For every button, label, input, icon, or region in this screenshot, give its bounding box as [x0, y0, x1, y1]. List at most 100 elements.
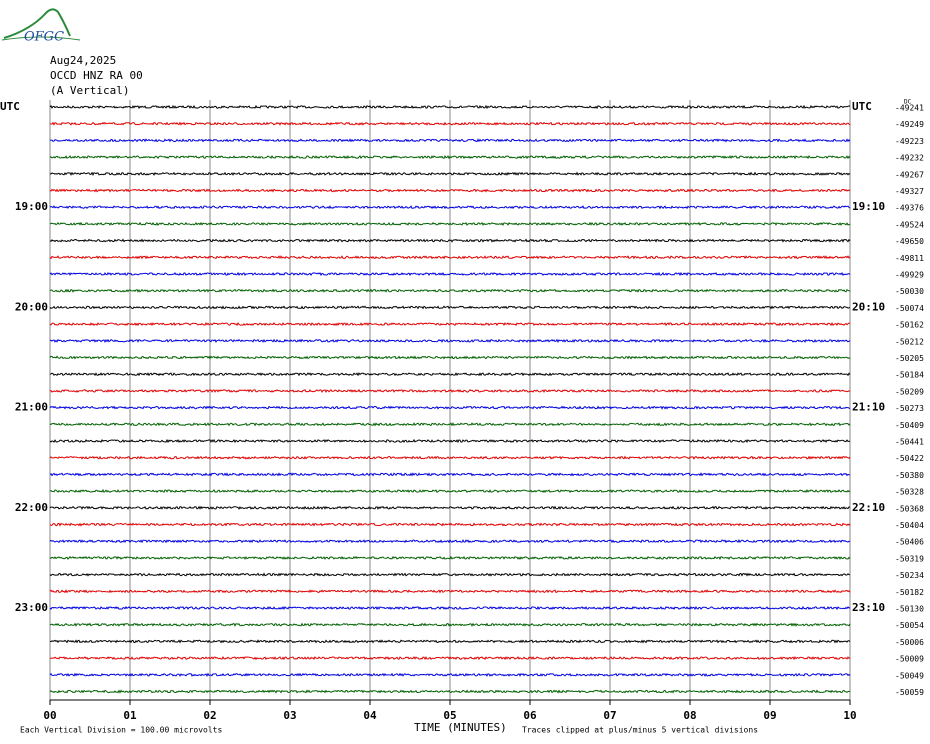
right-time-label: 23:10: [852, 601, 885, 614]
offset-label: -50184: [895, 371, 924, 380]
trace: [49, 622, 851, 627]
trace: [49, 138, 851, 143]
x-tick-label: 07: [603, 709, 616, 722]
trace: [49, 672, 851, 677]
right-time-label: 20:10: [852, 300, 885, 313]
offset-label: -50209: [895, 387, 924, 396]
x-tick-label: 09: [763, 709, 776, 722]
right-time-label: 19:10: [852, 200, 885, 213]
labels: 00 01 02 03 04 05 06 07 08 09 10 UTC UTC -49241 -49249…: [0, 100, 924, 722]
right-time-label: 21:10: [852, 401, 885, 414]
offset-label: -50441: [895, 438, 924, 447]
trace: [49, 505, 851, 510]
trace: [49, 288, 851, 293]
offset-label: -50234: [895, 571, 924, 580]
footer-clip: Traces clipped at plus/minus 5 vertical …: [522, 726, 758, 735]
offset-label: -50074: [895, 304, 924, 313]
left-time-label: 21:00: [15, 401, 48, 414]
x-tick-label: 04: [363, 709, 377, 722]
offset-label: -49376: [895, 204, 924, 213]
offset-label: -50328: [895, 488, 924, 497]
trace: [49, 221, 851, 227]
x-tick-label: 01: [123, 709, 137, 722]
trace: [49, 589, 851, 594]
trace: [49, 338, 851, 343]
offset-label: -50130: [895, 605, 924, 614]
trace: [49, 372, 851, 377]
offset-label: -49241: [895, 104, 924, 113]
trace: [49, 555, 851, 561]
grid: [49, 100, 851, 705]
x-tick-label: 00: [43, 709, 56, 722]
trace: [49, 405, 851, 410]
logo-curve: [3, 8, 71, 39]
left-time-label: 22:00: [15, 501, 48, 514]
traces: [49, 104, 851, 694]
trace: [49, 455, 851, 460]
offset-label: -50273: [895, 404, 924, 413]
dc-label: DC: [904, 99, 912, 106]
offset-label: -50404: [895, 521, 924, 530]
offset-label: -50368: [895, 504, 924, 513]
offset-label: -49223: [895, 137, 924, 146]
offset-label: -49267: [895, 170, 924, 179]
offset-label: -49327: [895, 187, 924, 196]
trace: [49, 572, 851, 577]
trace: [49, 188, 851, 193]
offset-label: -50205: [895, 354, 924, 363]
trace: [49, 321, 851, 327]
offset-label: -50182: [895, 588, 924, 597]
trace: [49, 238, 851, 243]
trace: [49, 104, 851, 110]
trace: [49, 655, 851, 661]
offset-label: -50162: [895, 321, 924, 330]
offset-label: -50054: [895, 621, 924, 630]
x-tick-label: 08: [683, 709, 696, 722]
x-tick-label: 02: [203, 709, 216, 722]
logo-line: [1, 36, 81, 41]
trace: [49, 422, 851, 427]
trace: [49, 689, 851, 694]
offset-label: -50049: [895, 671, 924, 680]
trace: [49, 255, 851, 260]
trace: [49, 205, 851, 210]
offset-label: -50319: [895, 554, 924, 563]
right-time-label: UTC: [852, 100, 872, 113]
trace: [49, 121, 851, 126]
offset-label: -50422: [895, 454, 924, 463]
trace: [49, 538, 851, 544]
logo-text: OFGC: [24, 30, 64, 45]
trace: [49, 488, 851, 494]
header-station: OCCD HNZ RA 00: [50, 69, 143, 82]
left-time-label: 19:00: [15, 200, 48, 213]
trace: [49, 171, 851, 176]
offset-label: -49650: [895, 237, 924, 246]
offset-label: -49811: [895, 254, 924, 263]
offset-label: -49929: [895, 271, 924, 280]
trace: [49, 154, 851, 160]
offset-label: -49524: [895, 220, 924, 229]
x-tick-label: 05: [443, 709, 456, 722]
offset-label: -49249: [895, 120, 924, 129]
trace: [49, 522, 851, 527]
right-time-label: 22:10: [852, 501, 885, 514]
left-time-label: 20:00: [15, 300, 48, 313]
left-time-label: UTC: [0, 100, 20, 113]
offset-label: -50006: [895, 638, 924, 647]
x-tick-label: 10: [843, 709, 856, 722]
offset-label: -50406: [895, 538, 924, 547]
trace: [49, 271, 851, 277]
offset-label: -50380: [895, 471, 924, 480]
left-time-label: 23:00: [15, 601, 48, 614]
trace: [49, 388, 851, 394]
trace: [49, 305, 851, 310]
x-tick-label: 06: [523, 709, 537, 722]
x-tick-label: 03: [283, 709, 296, 722]
header-component: (A Vertical): [50, 84, 129, 97]
offset-label: -50212: [895, 337, 924, 346]
trace: [49, 355, 851, 360]
trace: [49, 605, 851, 611]
offset-label: -50030: [895, 287, 924, 296]
